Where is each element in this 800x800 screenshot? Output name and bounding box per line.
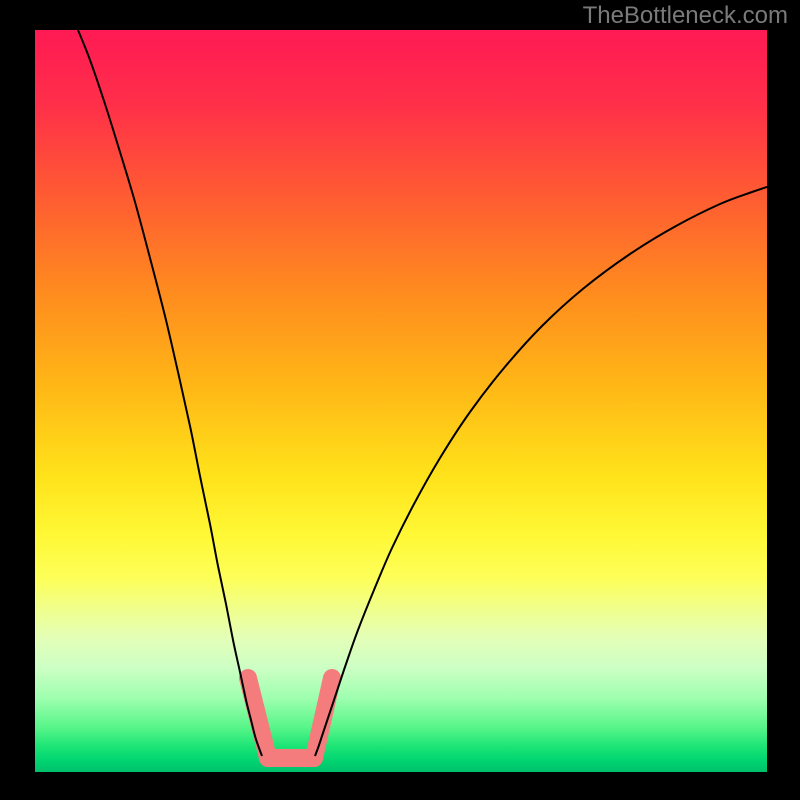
watermark-text: TheBottleneck.com xyxy=(583,2,788,30)
curve-layer xyxy=(0,0,800,800)
bottleneck-curve-left xyxy=(78,30,262,756)
bottleneck-curve-right xyxy=(315,187,767,756)
chart-frame: TheBottleneck.com xyxy=(0,0,800,800)
